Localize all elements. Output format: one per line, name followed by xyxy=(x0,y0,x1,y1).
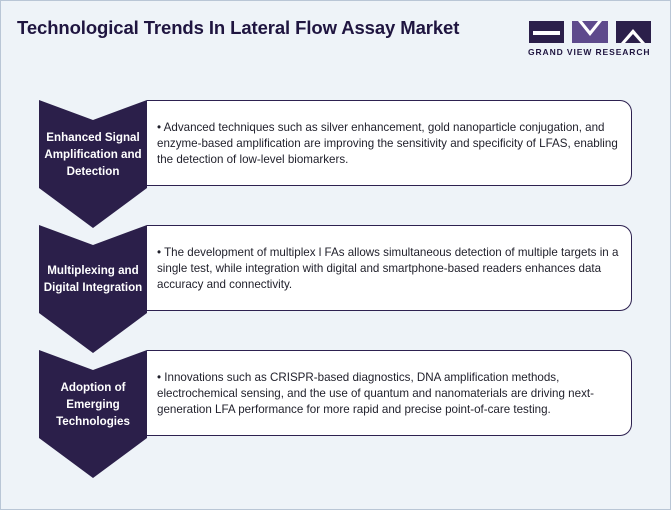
trend-card: • The development of multiplex l FAs all… xyxy=(147,225,632,311)
chevron-arrow-icon xyxy=(39,225,147,353)
trend-label: Multiplexing and Digital Integration xyxy=(43,264,143,294)
chevron-arrow-icon xyxy=(39,350,147,478)
page-title: Technological Trends In Lateral Flow Ass… xyxy=(17,17,460,38)
trend-label: Enhanced Signal Amplification and Detect… xyxy=(44,130,142,178)
logo-mark-icon xyxy=(529,21,651,43)
chevron-arrow-icon xyxy=(39,100,147,228)
trend-description: • Advanced techniques such as silver enh… xyxy=(157,121,618,166)
trend-description: • The development of multiplex l FAs all… xyxy=(157,246,619,291)
grand-view-research-logo: GRAND VIEW RESEARCH xyxy=(528,21,652,63)
trend-card: • Innovations such as CRISPR-based diagn… xyxy=(147,350,632,436)
logo-text: GRAND VIEW RESEARCH xyxy=(528,47,651,57)
trend-row: Adoption of Emerging Technologies • Inno… xyxy=(39,350,634,478)
trend-chevron: Adoption of Emerging Technologies xyxy=(39,350,147,478)
trend-card: • Advanced techniques such as silver enh… xyxy=(147,100,632,186)
trend-chevron: Enhanced Signal Amplification and Detect… xyxy=(39,100,147,228)
trend-label: Adoption of Emerging Technologies xyxy=(56,380,130,428)
trend-row: Multiplexing and Digital Integration • T… xyxy=(39,225,634,353)
trend-chevron: Multiplexing and Digital Integration xyxy=(39,225,147,353)
trend-description: • Innovations such as CRISPR-based diagn… xyxy=(157,371,594,416)
trend-row: Enhanced Signal Amplification and Detect… xyxy=(39,100,634,228)
